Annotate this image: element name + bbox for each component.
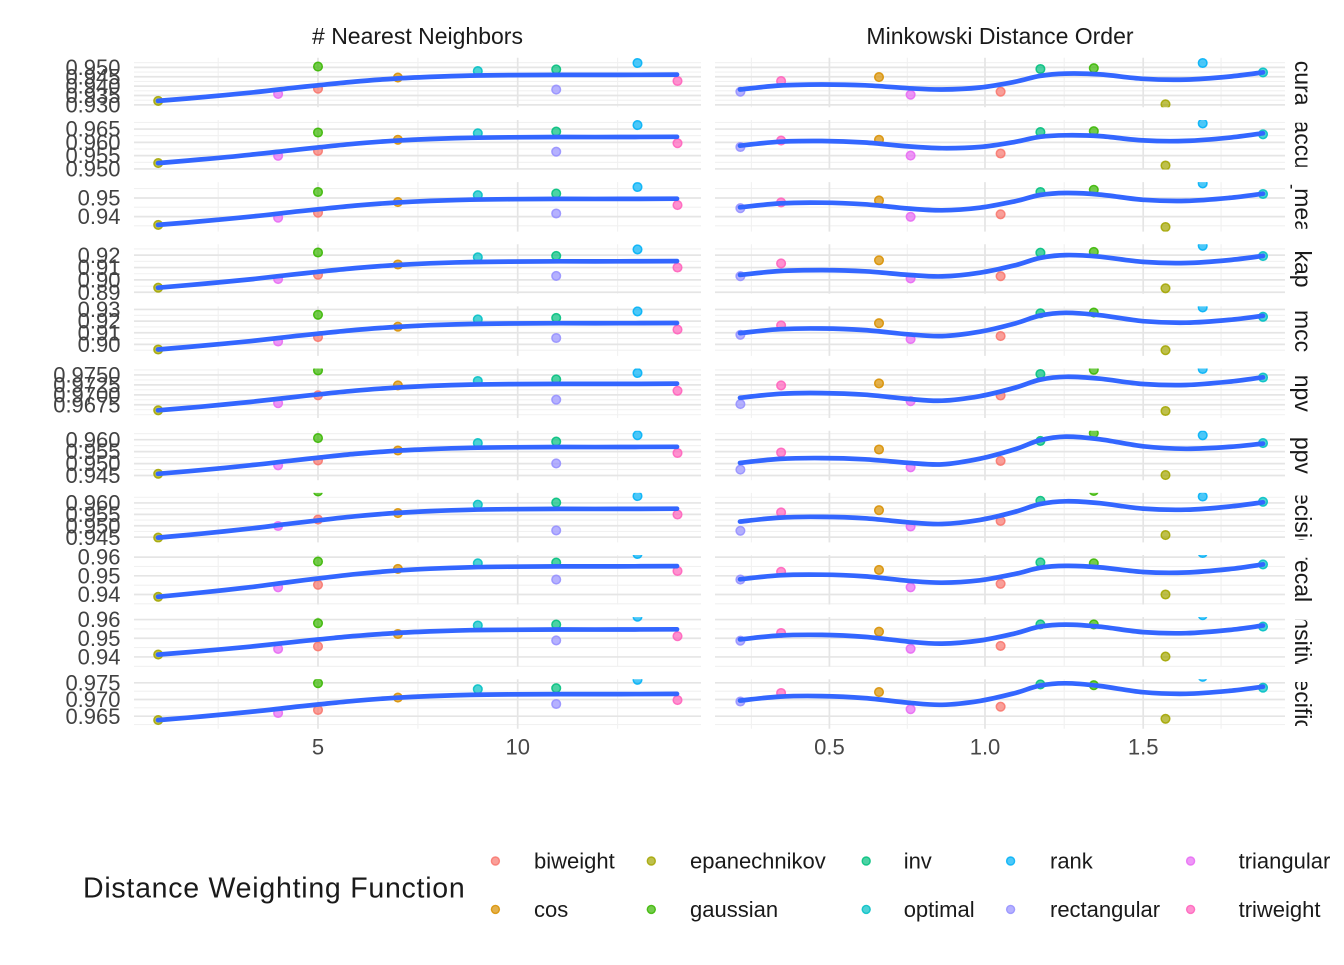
svg-text:0.91: 0.91 [78, 255, 121, 280]
svg-text:0.9700: 0.9700 [53, 383, 120, 408]
svg-text:triweight: triweight [1239, 897, 1321, 922]
svg-text:0.970: 0.970 [65, 687, 120, 712]
svg-text:0.965: 0.965 [65, 117, 120, 142]
svg-text:Minkowski Distance Order: Minkowski Distance Order [866, 23, 1133, 49]
svg-text:0.95: 0.95 [78, 626, 121, 651]
svg-text:0.89: 0.89 [78, 280, 121, 305]
svg-text:0.950: 0.950 [65, 451, 120, 476]
svg-text:0.95: 0.95 [78, 186, 121, 211]
svg-text:0.965: 0.965 [65, 704, 120, 729]
svg-text:0.9750: 0.9750 [53, 363, 120, 388]
svg-text:Distance Weighting Function: Distance Weighting Function [83, 873, 466, 905]
svg-text:0.90: 0.90 [78, 268, 121, 293]
svg-text:ppv: ppv [1290, 437, 1316, 475]
svg-text:# Nearest Neighbors: # Nearest Neighbors [312, 23, 523, 49]
svg-text:0.5: 0.5 [814, 735, 845, 760]
svg-text:accuracy: accuracy [1290, 36, 1316, 129]
svg-text:0.960: 0.960 [65, 130, 120, 155]
svg-text:rank: rank [1050, 849, 1094, 874]
svg-text:inv: inv [904, 849, 932, 874]
svg-text:0.9725: 0.9725 [53, 373, 120, 398]
svg-text:bal_accuracy: bal_accuracy [1290, 77, 1316, 213]
svg-text:0.950: 0.950 [65, 55, 120, 80]
svg-text:mcc: mcc [1290, 310, 1316, 352]
svg-text:0.95: 0.95 [78, 563, 121, 588]
svg-text:0.92: 0.92 [78, 309, 121, 334]
svg-text:0.945: 0.945 [65, 463, 120, 488]
svg-text:0.94: 0.94 [78, 204, 121, 229]
svg-text:0.950: 0.950 [65, 513, 120, 538]
svg-text:gaussian: gaussian [690, 897, 778, 922]
svg-text:biweight: biweight [534, 849, 615, 874]
svg-text:10: 10 [505, 735, 529, 760]
svg-text:0.975: 0.975 [65, 670, 120, 695]
svg-text:0.94: 0.94 [78, 645, 121, 670]
svg-text:rectangular: rectangular [1050, 897, 1160, 922]
svg-text:1.0: 1.0 [970, 735, 1001, 760]
svg-text:0.91: 0.91 [78, 320, 121, 345]
svg-text:specificity: specificity [1290, 654, 1316, 754]
svg-text:triangular: triangular [1239, 849, 1331, 874]
svg-text:5: 5 [312, 735, 324, 760]
svg-text:0.940: 0.940 [65, 74, 120, 99]
svg-text:0.950: 0.950 [65, 157, 120, 182]
svg-text:recall: recall [1290, 552, 1316, 607]
svg-text:0.96: 0.96 [78, 545, 121, 570]
svg-text:0.935: 0.935 [65, 83, 120, 108]
svg-text:precision: precision [1290, 472, 1316, 564]
svg-text:f_meas: f_meas [1290, 169, 1316, 244]
svg-text:0.9675: 0.9675 [53, 392, 120, 417]
svg-text:0.90: 0.90 [78, 332, 121, 357]
svg-text:optimal: optimal [904, 897, 975, 922]
svg-text:0.930: 0.930 [65, 92, 120, 117]
svg-text:0.945: 0.945 [65, 525, 120, 550]
svg-text:0.92: 0.92 [78, 243, 121, 268]
svg-text:kap: kap [1290, 250, 1316, 287]
svg-text:0.96: 0.96 [78, 607, 121, 632]
svg-text:0.960: 0.960 [65, 491, 120, 516]
svg-text:0.955: 0.955 [65, 143, 120, 168]
svg-text:1.5: 1.5 [1128, 735, 1159, 760]
svg-text:0.960: 0.960 [65, 427, 120, 452]
svg-text:0.955: 0.955 [65, 502, 120, 527]
svg-text:0.955: 0.955 [65, 439, 120, 464]
svg-text:epanechnikov: epanechnikov [690, 849, 826, 874]
svg-text:0.93: 0.93 [78, 297, 121, 322]
svg-text:0.945: 0.945 [65, 64, 120, 89]
svg-text:sensitivity: sensitivity [1290, 592, 1316, 692]
svg-text:0.94: 0.94 [78, 582, 121, 607]
svg-text:npv: npv [1290, 375, 1316, 413]
svg-text:cos: cos [534, 897, 568, 922]
